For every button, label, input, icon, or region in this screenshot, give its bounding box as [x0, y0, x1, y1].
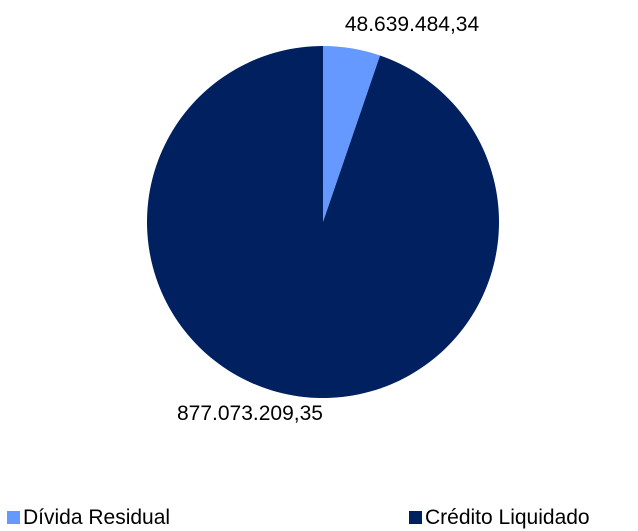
pie-slices	[147, 46, 499, 398]
pie-slice-credito-liquidado	[147, 46, 499, 398]
pie-slice-divida-residual	[323, 46, 381, 222]
legend-swatch-credito-liquidado	[409, 511, 422, 524]
legend-label-credito-liquidado: Crédito Liquidado	[425, 506, 590, 529]
legend-label-divida-residual: Dívida Residual	[23, 506, 170, 529]
legend-swatch-divida-residual	[7, 511, 20, 524]
legend: Dívida Residual Crédito Liquidado	[7, 506, 590, 529]
data-label-divida-residual: 48.639.484,34	[345, 13, 480, 36]
data-label-credito-liquidado: 877.073.209,35	[177, 402, 323, 425]
